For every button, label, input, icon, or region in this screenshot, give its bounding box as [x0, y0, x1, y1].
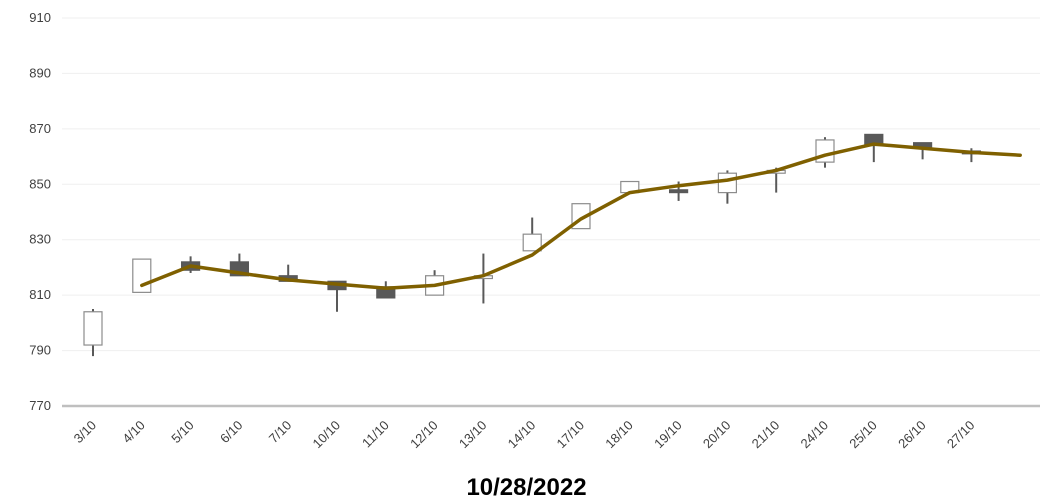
x-tick-label: 17/10: [554, 418, 588, 452]
x-tick-label: 7/10: [266, 418, 295, 447]
trend-line: [140, 142, 1022, 290]
x-tick-label: 26/10: [895, 418, 929, 452]
candle-body: [668, 189, 689, 194]
x-tick-label: 24/10: [798, 418, 832, 452]
x-tick-label: 4/10: [119, 418, 148, 447]
chart-title: 10/28/2022: [466, 474, 587, 501]
x-tick-label: 27/10: [944, 418, 978, 452]
candle-body: [132, 258, 152, 293]
candles: [83, 133, 982, 357]
x-tick-label: 14/10: [505, 418, 539, 452]
trend-line-group: [140, 142, 1022, 290]
y-tick-label: 850: [29, 176, 51, 191]
x-tick-label: 12/10: [407, 418, 441, 452]
y-tick-label: 810: [29, 287, 51, 302]
x-tick-label: 11/10: [359, 418, 392, 451]
candle-body: [83, 311, 103, 346]
x-tick-label: 3/10: [71, 418, 100, 447]
x-tick-label: 25/10: [846, 418, 880, 452]
x-tick-label: 10/10: [310, 418, 344, 452]
candle-body: [522, 233, 542, 252]
x-tick-label: 21/10: [749, 418, 783, 452]
y-tick-label: 910: [29, 10, 51, 25]
x-axis-ticks: 3/10 4/10 5/10 6/10 7/10 10/10 11/10 12/10 13/10…: [71, 418, 978, 452]
candle-body: [717, 172, 738, 194]
x-tick-label: 20/10: [700, 418, 734, 452]
x-tick-label: 5/10: [168, 418, 197, 447]
y-tick-label: 890: [29, 65, 51, 80]
x-tick-label: 18/10: [602, 418, 636, 452]
y-tick-label: 770: [29, 398, 51, 413]
y-tick-label: 790: [29, 343, 51, 358]
y-axis-ticks: 770 790 810 830 850 870 890 910: [29, 10, 51, 413]
grid-lines: [62, 17, 1040, 408]
x-tick-label: 13/10: [456, 418, 490, 452]
candlestick-chart: 770 790 810 830 850 870 890 910 3/10 4/10 5/10 6/1…: [29, 10, 1040, 452]
x-tick-label: 6/10: [217, 418, 246, 447]
y-tick-label: 830: [29, 232, 51, 247]
x-tick-label: 19/10: [651, 418, 685, 452]
y-tick-label: 870: [29, 121, 51, 136]
